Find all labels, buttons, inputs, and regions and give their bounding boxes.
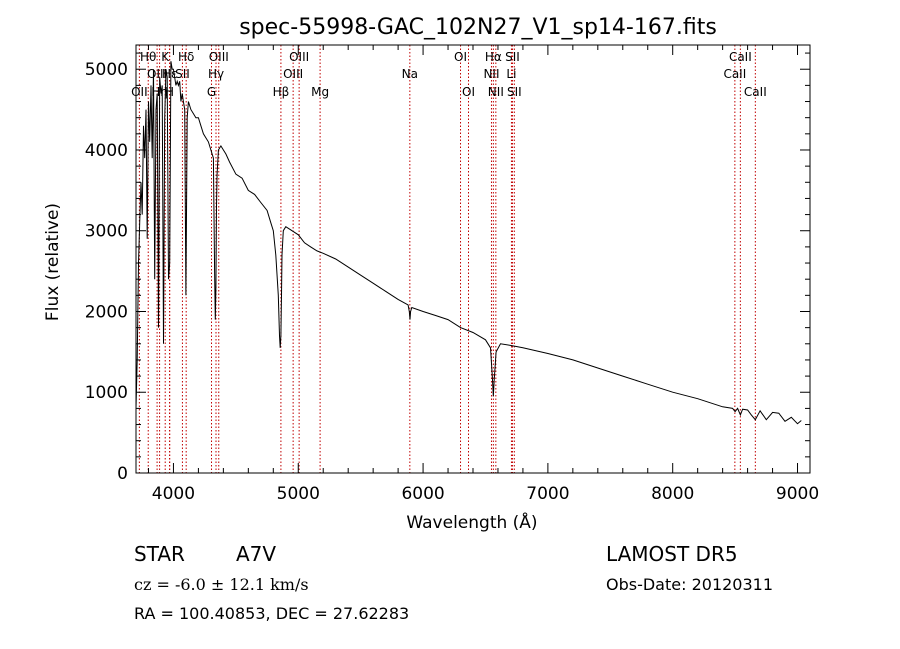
spectral-line-label: Mg bbox=[311, 85, 329, 99]
observation-date: Obs-Date: 20120311 bbox=[606, 575, 773, 594]
spectral-line-label: CaII bbox=[744, 85, 767, 99]
spectral-line-label: OIII bbox=[289, 50, 309, 64]
spectral-line-label: SII bbox=[507, 85, 522, 99]
x-tick-label: 7000 bbox=[526, 484, 569, 504]
spectral-line-label: Hγ bbox=[208, 67, 224, 81]
spectral-line-markers bbox=[138, 45, 756, 473]
spectral-line-label: K bbox=[161, 50, 170, 64]
y-tick-label: 2000 bbox=[85, 302, 128, 322]
x-tick-label: 9000 bbox=[776, 484, 819, 504]
spectral-line-label: NII bbox=[488, 85, 504, 99]
spectral-line-label: G bbox=[207, 85, 216, 99]
redshift-velocity: cz = -6.0 ± 12.1 km/s bbox=[134, 575, 309, 594]
spectral-line-label: Li bbox=[506, 67, 516, 81]
x-axis-label: Wavelength (Å) bbox=[406, 511, 537, 533]
spectral-line-label: OI bbox=[462, 85, 475, 99]
spectral-line-label: Hα bbox=[485, 50, 502, 64]
spectral-line-label: H bbox=[165, 85, 174, 99]
y-tick-label: 3000 bbox=[85, 222, 128, 242]
spectral-line-label: Hδ bbox=[178, 50, 194, 64]
object-subclass: A7V bbox=[236, 542, 276, 566]
survey-name: LAMOST DR5 bbox=[606, 542, 738, 566]
spectral-line-label: SII bbox=[175, 67, 190, 81]
spectral-line-label: Hθ bbox=[140, 50, 156, 64]
x-tick-label: 8000 bbox=[651, 484, 694, 504]
spectrum-line bbox=[135, 61, 802, 425]
y-tick-label: 1000 bbox=[85, 383, 128, 403]
spectral-line-label: OIII bbox=[147, 67, 167, 81]
spectral-line-label: CaII bbox=[723, 67, 746, 81]
spectral-line-label: OIII bbox=[283, 67, 303, 81]
x-tick-label: 5000 bbox=[277, 484, 320, 504]
chart-title: spec-55998-GAC_102N27_V1_sp14-167.fits bbox=[239, 15, 717, 40]
spectral-line-label: OIII bbox=[209, 50, 229, 64]
y-tick-label: 4000 bbox=[85, 141, 128, 161]
spectral-line-label: Na bbox=[402, 67, 418, 81]
coordinates: RA = 100.40853, DEC = 27.62283 bbox=[134, 604, 409, 623]
spectral-line-label: Hβ bbox=[273, 85, 290, 99]
spectral-line-label: OI bbox=[454, 50, 467, 64]
x-tick-label: 4000 bbox=[152, 484, 195, 504]
spectral-line-label: SII bbox=[505, 50, 520, 64]
y-tick-label: 5000 bbox=[85, 60, 128, 80]
plot-frame bbox=[135, 44, 811, 474]
spectral-line-label: OII bbox=[131, 85, 148, 99]
spectral-line-labels: OIIHθOIIIHηKHεHSIIHδHγGOIIIHβOIIIOIIIMgN… bbox=[131, 50, 767, 99]
spectral-line-label: CaII bbox=[729, 50, 752, 64]
x-tick-label: 6000 bbox=[401, 484, 444, 504]
x-axis-ticks: 4000 5000 6000 7000 8000 9000 bbox=[147, 45, 819, 504]
y-tick-label: 0 bbox=[117, 464, 128, 484]
y-axis-label: Flux (relative) bbox=[43, 203, 63, 321]
object-class: STAR bbox=[134, 542, 185, 566]
spectral-line-label: NII bbox=[483, 67, 499, 81]
y-axis-ticks: 0 1000 2000 3000 4000 5000 bbox=[85, 52, 810, 484]
